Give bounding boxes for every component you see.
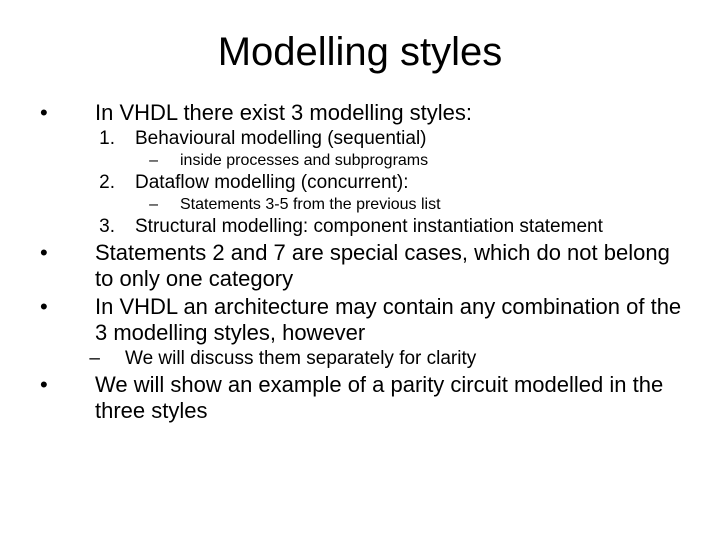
bullet-3-text: In VHDL an architecture may contain any … <box>95 294 690 346</box>
num-3-label: 3. <box>30 216 135 238</box>
disc-icon: • <box>30 100 95 126</box>
num-1-sub-text: inside processes and subprograms <box>180 152 690 170</box>
dash-icon: – <box>30 348 125 370</box>
num-3: 3. Structural modelling: component insta… <box>30 216 690 238</box>
bullet-1: • In VHDL there exist 3 modelling styles… <box>30 100 690 126</box>
disc-icon: • <box>30 294 95 346</box>
bullet-3-sub: – We will discuss them separately for cl… <box>30 348 690 370</box>
dash-icon: – <box>30 196 180 214</box>
bullet-3-sub-text: We will discuss them separately for clar… <box>125 348 690 370</box>
num-2-text: Dataflow modelling (concurrent): <box>135 172 690 194</box>
bullet-2: • Statements 2 and 7 are special cases, … <box>30 240 690 292</box>
num-2: 2. Dataflow modelling (concurrent): <box>30 172 690 194</box>
slide-title: Modelling styles <box>30 30 690 75</box>
dash-icon: – <box>30 152 180 170</box>
disc-icon: • <box>30 372 95 424</box>
bullet-2-text: Statements 2 and 7 are special cases, wh… <box>95 240 690 292</box>
num-3-text: Structural modelling: component instanti… <box>135 216 690 238</box>
num-2-sub: – Statements 3-5 from the previous list <box>30 196 690 214</box>
num-1-text: Behavioural modelling (sequential) <box>135 128 690 150</box>
num-2-label: 2. <box>30 172 135 194</box>
num-2-sub-text: Statements 3-5 from the previous list <box>180 196 690 214</box>
num-1-sub: – inside processes and subprograms <box>30 152 690 170</box>
num-1: 1. Behavioural modelling (sequential) <box>30 128 690 150</box>
num-1-label: 1. <box>30 128 135 150</box>
bullet-4: • We will show an example of a parity ci… <box>30 372 690 424</box>
bullet-3: • In VHDL an architecture may contain an… <box>30 294 690 346</box>
bullet-1-text: In VHDL there exist 3 modelling styles: <box>95 100 690 126</box>
disc-icon: • <box>30 240 95 292</box>
bullet-4-text: We will show an example of a parity circ… <box>95 372 690 424</box>
slide: Modelling styles • In VHDL there exist 3… <box>0 0 720 540</box>
